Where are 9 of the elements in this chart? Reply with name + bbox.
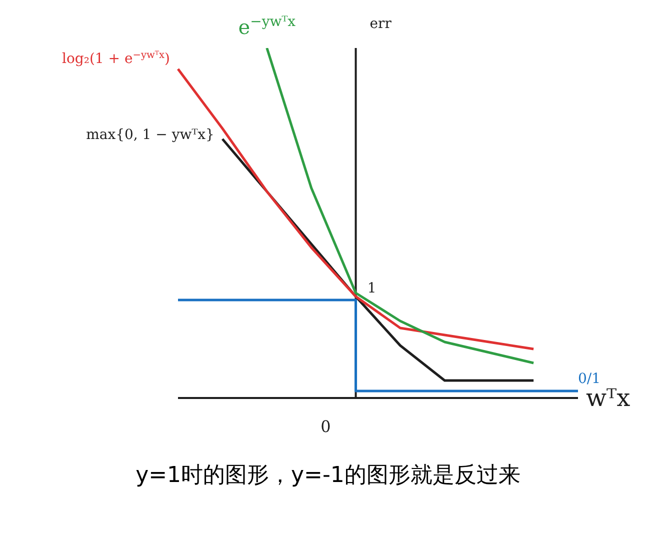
series-label: e$^{−ywᵀx}$: [238, 14, 296, 39]
x-axis-title: wᵀx: [586, 384, 631, 412]
series-label: 0/1: [578, 371, 601, 387]
series-label: max{0, 1 − ywᵀx}: [86, 127, 214, 143]
y-axis-title: err: [370, 16, 392, 32]
annotation: 1: [367, 280, 376, 296]
text: y=1时的图形，y=-1的图形就是反过来: [134, 462, 522, 490]
text: 0: [320, 417, 331, 436]
series-label: log₂(1 + e$^{−ywᵀx}$): [62, 50, 170, 67]
